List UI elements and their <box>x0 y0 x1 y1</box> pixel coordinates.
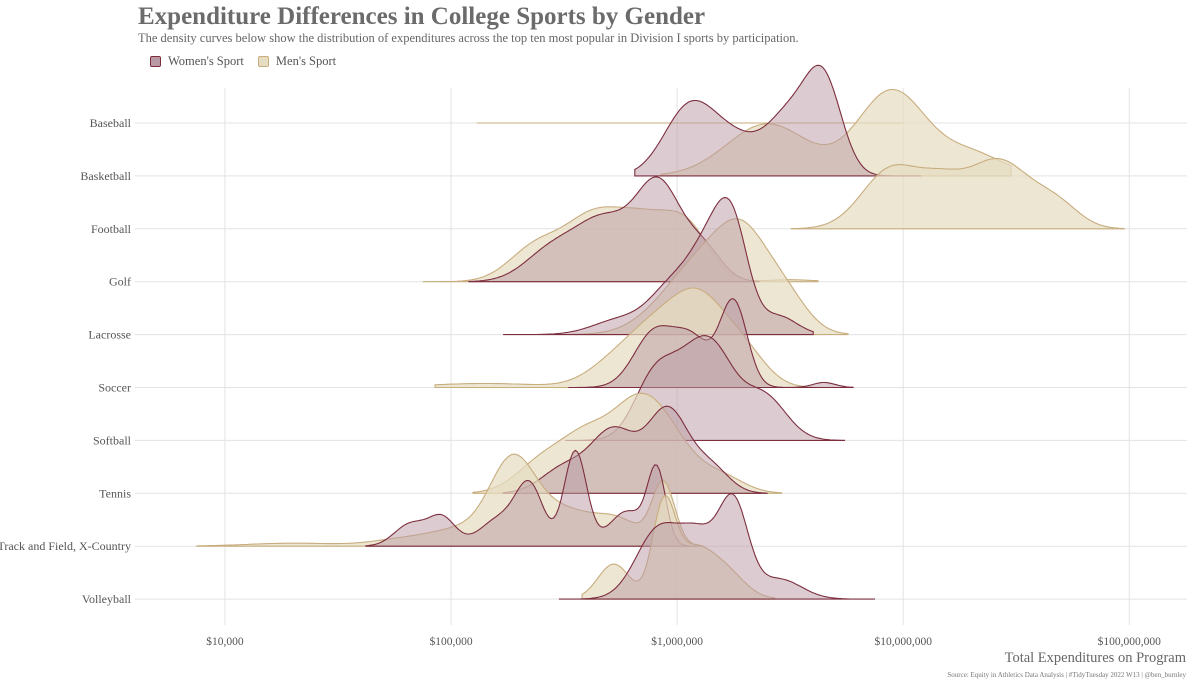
x-tick-label: $10,000,000 <box>874 635 932 648</box>
ridge-layer <box>196 64 1125 600</box>
chart-title: Expenditure Differences in College Sport… <box>138 3 706 30</box>
ridge-women-track-and-field-x-country <box>365 449 703 547</box>
category-label: Tennis <box>99 486 131 500</box>
x-tick-label: $10,000 <box>206 635 244 648</box>
category-label: Baseball <box>90 116 132 130</box>
legend-swatch-men <box>257 56 269 67</box>
legend-label-women: Women's Sport <box>168 54 244 68</box>
category-label: Softball <box>93 433 132 447</box>
legend-label-men: Men's Sport <box>275 54 337 68</box>
category-label: Golf <box>109 275 131 289</box>
category-label: Track and Field, X-Country <box>0 539 131 553</box>
chart-subtitle: The density curves below show the distri… <box>138 31 799 45</box>
ridge-women-volleyball <box>558 493 875 600</box>
label-layer: $10,000 $100,000 $1,000,000 $10,000,000 $100… <box>0 116 1161 648</box>
x-tick-label: $100,000,000 <box>1098 635 1162 648</box>
x-tick-label: $1,000,000 <box>651 635 703 648</box>
category-label: Soccer <box>98 381 131 395</box>
legend-item-women: Women's Sport <box>150 54 244 69</box>
category-label: Volleyball <box>82 592 132 606</box>
ridge-men-football <box>790 157 1125 230</box>
x-axis-title: Total Expenditures on Program <box>1004 650 1186 666</box>
category-label: Football <box>91 222 132 236</box>
legend-swatch-women <box>150 56 161 67</box>
category-label: Lacrosse <box>88 328 131 342</box>
category-label: Basketball <box>80 169 131 183</box>
legend-item-men: Men's Sport <box>257 54 337 69</box>
x-tick-label: $100,000 <box>429 635 472 648</box>
legend: Women's Sport Men's Sport <box>150 54 350 69</box>
ridge-women-basketball <box>634 64 922 177</box>
caption: Source: Equity in Athletics Data Analysi… <box>947 671 1186 679</box>
